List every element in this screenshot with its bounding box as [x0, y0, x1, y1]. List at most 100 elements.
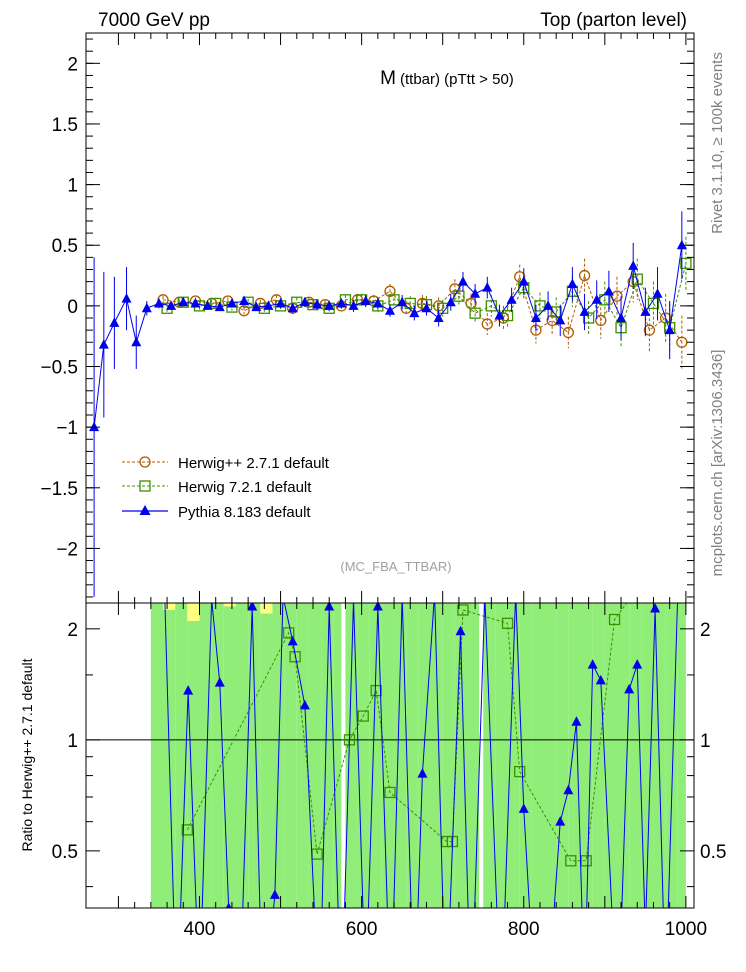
- main-y-tick-label: −0.5: [40, 358, 78, 379]
- ratio-band-green: [175, 603, 188, 908]
- rivet-version-label: Rivet 3.1.10, ≥ 100k events: [709, 52, 726, 234]
- ratio-x-tick-label: 800: [508, 919, 540, 940]
- main-point: [239, 295, 250, 306]
- main-point: [121, 293, 132, 303]
- main-point: [530, 312, 541, 322]
- main-point: [457, 276, 468, 286]
- ratio-y-tick-label: 1: [67, 731, 78, 752]
- main-point: [109, 317, 120, 327]
- ratio-band-green: [531, 603, 545, 908]
- main-point: [578, 269, 591, 282]
- main-y-tick-label: −2: [56, 539, 78, 560]
- legend-item-herwig7: Herwig 7.2.1 default: [122, 479, 312, 496]
- header-process-label: Top (parton level): [540, 10, 687, 31]
- ratio-band-green: [495, 603, 508, 908]
- ratio-band-green: [394, 603, 407, 908]
- ratio-point: [247, 603, 258, 611]
- main-point: [388, 294, 400, 306]
- main-point: [214, 301, 225, 312]
- main-point: [469, 307, 481, 319]
- source-label: mcplots.cern.ch [arXiv:1306.3436]: [709, 350, 726, 577]
- ratio-band-yellow: [260, 603, 273, 614]
- main-point: [312, 299, 323, 309]
- ratio-axis-ticks: 0.5 0.5 1 1 2 2 400 600 800 1000: [52, 603, 726, 940]
- main-point: [555, 314, 566, 325]
- main-point: [591, 294, 602, 304]
- ratio-band-green: [616, 603, 630, 908]
- ratio-band-green: [260, 613, 273, 908]
- main-point: [652, 288, 663, 298]
- main-point: [494, 310, 505, 320]
- legend-label-herwigpp: Herwig++ 2.7.1 default: [178, 455, 330, 472]
- main-point: [98, 339, 109, 349]
- main-point: [482, 282, 493, 292]
- main-point: [616, 312, 627, 322]
- main-point: [485, 300, 497, 312]
- main-point: [190, 297, 201, 308]
- ratio-x-tick-label: 400: [184, 919, 216, 940]
- main-point: [324, 300, 335, 310]
- ratio-point: [632, 659, 643, 669]
- main-point: [676, 239, 687, 250]
- main-point: [445, 296, 456, 307]
- ratio-y-tick-label-right: 2: [700, 620, 711, 641]
- ratio-plot-frame: [85, 602, 695, 909]
- main-y-tick-label: 2: [67, 54, 78, 75]
- main-point: [166, 300, 177, 310]
- main-point: [582, 312, 595, 324]
- ratio-band-green: [248, 603, 261, 908]
- ratio-band-green: [568, 603, 581, 908]
- main-point: [89, 421, 100, 432]
- ratio-point: [650, 603, 661, 613]
- ratio-band-green: [507, 603, 520, 908]
- main-point: [372, 297, 383, 308]
- ratio-y-tick-label-right: 0.5: [700, 842, 726, 863]
- main-point: [562, 326, 574, 339]
- ratio-x-tick-label: 1000: [665, 919, 707, 940]
- main-point: [518, 276, 529, 286]
- legend-marker-herwig7: [139, 480, 151, 492]
- ratio-band-green: [150, 603, 164, 908]
- main-point: [226, 297, 237, 308]
- main-point: [603, 285, 614, 296]
- ratio-point: [183, 685, 194, 695]
- ratio-band-green: [454, 603, 468, 908]
- main-point: [287, 302, 298, 313]
- ratio-point: [587, 659, 598, 669]
- main-y-tick-label: 0: [67, 297, 78, 318]
- ratio-band-green: [223, 606, 236, 908]
- main-point: [664, 324, 675, 335]
- main-y-tick-label: 0.5: [52, 236, 78, 257]
- ratio-point: [608, 613, 621, 626]
- ratio-x-tick-label: 600: [346, 919, 378, 940]
- main-point: [640, 306, 651, 316]
- ratio-band-green: [544, 603, 557, 908]
- main-point: [567, 278, 578, 289]
- main-point: [360, 295, 371, 306]
- legend: Herwig++ 2.7.1 default Herwig 7.2.1 defa…: [122, 455, 330, 521]
- ratio-band-green: [629, 603, 642, 908]
- ratio-band-green: [199, 603, 212, 908]
- ratio-point: [563, 784, 574, 795]
- main-point: [546, 314, 558, 327]
- ratio-point: [580, 855, 592, 867]
- main-point: [348, 300, 359, 310]
- ratio-point: [181, 824, 193, 836]
- ratio-band-green: [333, 603, 342, 908]
- main-y-tick-label: −1.5: [40, 479, 78, 500]
- main-point: [433, 312, 444, 322]
- main-axis-ticks: −2 −1.5 −1 −0.5 0 0.5 1 1.5 2: [40, 33, 694, 603]
- plot-title-main: M: [380, 68, 396, 89]
- main-point: [481, 318, 493, 330]
- main-point: [416, 297, 429, 310]
- ratio-band-green: [357, 603, 370, 908]
- main-point: [680, 257, 692, 270]
- main-series-line: [162, 273, 683, 343]
- plot-title-sub: (ttbar) (pTtt > 50): [400, 71, 514, 88]
- ratio-band-green: [369, 603, 382, 908]
- main-y-tick-label: 1: [67, 176, 78, 197]
- ratio-band-green: [406, 603, 419, 908]
- ratio-band-green: [345, 603, 358, 908]
- ratio-point: [624, 683, 635, 694]
